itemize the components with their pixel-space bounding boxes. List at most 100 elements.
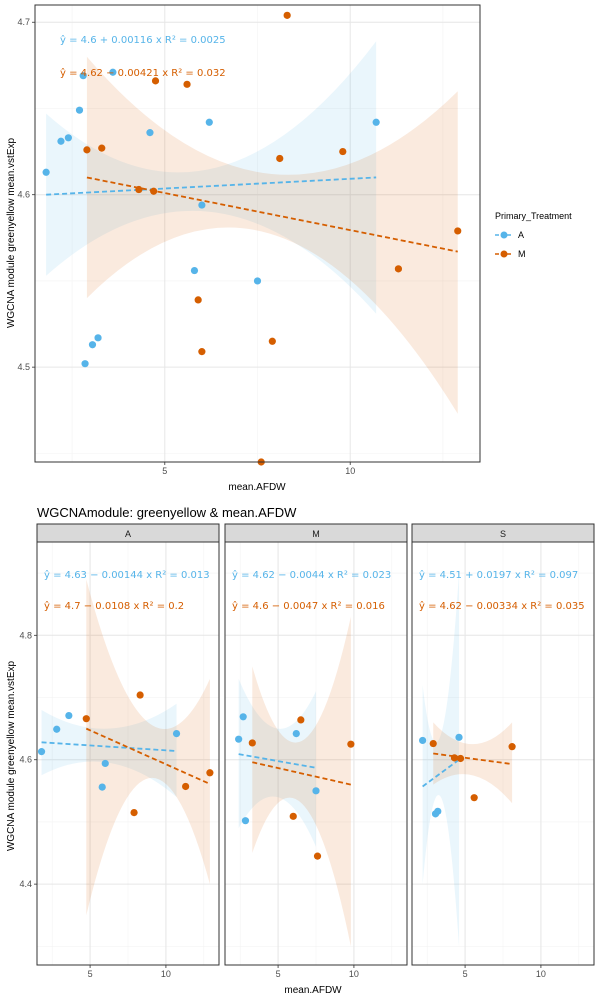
legend-item-M: M bbox=[495, 249, 526, 259]
top-point-M bbox=[83, 146, 91, 154]
facet-S-point-M bbox=[450, 754, 459, 762]
top-axis-ticks: 5 10 4.5 4.6 4.7 bbox=[17, 17, 355, 476]
top-points bbox=[42, 11, 462, 466]
bottom-x-axis-title: mean.AFDW bbox=[284, 985, 342, 996]
facet-A-x-tick-label: 5 bbox=[88, 969, 93, 979]
top-point-A bbox=[190, 266, 199, 275]
facet-S-equation-A: ŷ = 4.51 + 0.0197 x R² = 0.097 bbox=[419, 569, 578, 581]
facet-A-point-A bbox=[37, 748, 46, 756]
facet-M-point-M bbox=[297, 716, 305, 724]
facet-A-point-A bbox=[98, 783, 106, 791]
facet-M-ci-band-A bbox=[238, 678, 316, 847]
top-point-M bbox=[194, 296, 202, 304]
top-point-M bbox=[150, 187, 158, 195]
top-point-A bbox=[42, 168, 50, 176]
facet-A-equation-A: ŷ = 4.63 − 0.00144 x R² = 0.013 bbox=[44, 569, 210, 581]
legend: Primary_Treatment A M bbox=[495, 211, 572, 259]
facet-S-equation-M: ŷ = 4.62 − 0.00334 x R² = 0.035 bbox=[419, 600, 585, 612]
top-point-M bbox=[183, 80, 191, 88]
legend-point-M bbox=[500, 250, 508, 258]
top-point-A bbox=[372, 118, 380, 126]
facet-S-point-A bbox=[455, 733, 463, 741]
facet-S-ci-bands bbox=[422, 573, 513, 947]
top-point-A bbox=[109, 68, 117, 76]
top-point-A bbox=[205, 118, 213, 126]
facet-A-grid bbox=[37, 542, 219, 965]
facet-M-fit-line-A bbox=[238, 753, 317, 769]
facet-S-panel-border bbox=[411, 541, 595, 966]
facet-S-x-tick-label: 10 bbox=[536, 969, 546, 979]
facet-A-point-A bbox=[101, 759, 109, 768]
facet-A-fit-line-A bbox=[41, 741, 177, 752]
facet-S-ci-band-A bbox=[422, 573, 460, 947]
top-point-A bbox=[198, 201, 206, 209]
facet-A-point-M bbox=[130, 808, 138, 817]
facet-M-points bbox=[235, 713, 355, 860]
top-point-M bbox=[151, 77, 160, 85]
facet-A: Aŷ = 4.63 − 0.00144 x R² = 0.013 ŷ = 4.7 … bbox=[19, 523, 220, 979]
top-point-A bbox=[79, 72, 87, 80]
facet-M-x-tick-label: 5 bbox=[276, 969, 281, 979]
facet-M: Mŷ = 4.62 − 0.0044 x R² = 0.023 ŷ = 4.6 −… bbox=[224, 523, 408, 979]
facet-A-ci-bands bbox=[41, 579, 210, 916]
facet-M-point-A bbox=[292, 729, 300, 738]
top-equations: ŷ = 4.6 + 0.00116 x R² = 0.0025 ŷ = 4.62… bbox=[60, 34, 226, 79]
top-x-tick-label: 10 bbox=[345, 466, 355, 476]
facet-A-point-M bbox=[136, 691, 144, 699]
facet-A-point-A bbox=[65, 711, 73, 720]
facet-A-y-tick-label: 4.6 bbox=[19, 755, 32, 765]
top-x-axis-title: mean.AFDW bbox=[228, 482, 286, 493]
top-ci-bands bbox=[46, 41, 458, 414]
facet-M-point-A bbox=[239, 713, 247, 721]
facet-A-point-M bbox=[182, 782, 190, 791]
top-point-A bbox=[81, 360, 89, 368]
top-point-M bbox=[268, 337, 276, 345]
facet-S-fit-lines bbox=[422, 752, 513, 788]
top-point-A bbox=[146, 129, 154, 137]
facet-S-point-A bbox=[419, 736, 427, 745]
top-fit-line-A bbox=[46, 176, 377, 196]
facet-A-strip-label: A bbox=[125, 529, 131, 539]
top-y-tick-label: 4.5 bbox=[17, 362, 30, 372]
top-plot: ŷ = 4.6 + 0.00116 x R² = 0.0025 ŷ = 4.62… bbox=[6, 4, 481, 493]
facet-M-point-M bbox=[347, 740, 355, 748]
top-point-A bbox=[57, 137, 65, 145]
top-point-A bbox=[75, 106, 84, 114]
facet-M-point-A bbox=[241, 817, 250, 825]
facet-S-point-M bbox=[470, 794, 478, 802]
top-point-M bbox=[283, 11, 291, 19]
facet-A-ci-band-A bbox=[41, 703, 177, 798]
facet-S-grid bbox=[412, 542, 594, 965]
facet-M-grid bbox=[225, 542, 407, 965]
top-point-A bbox=[94, 334, 102, 342]
facet-A-equation-M: ŷ = 4.7 − 0.0108 x R² = 0.2 bbox=[44, 600, 184, 612]
facet-M-strip-label: M bbox=[312, 529, 320, 539]
top-ci-band-M bbox=[86, 56, 458, 414]
top-point-A bbox=[253, 277, 262, 285]
facet-A-ci-band-M bbox=[86, 579, 210, 916]
facet-M-x-tick-label: 10 bbox=[349, 969, 359, 979]
top-y-axis-title: WGCNA module greenyellow mean.vstExp bbox=[6, 138, 17, 329]
facet-S-strip-label: S bbox=[500, 529, 506, 539]
top-y-tick-label: 4.7 bbox=[17, 17, 30, 27]
facet-A-point-M bbox=[82, 715, 90, 723]
top-equation-M: ŷ = 4.62 − 0.00421 x R² = 0.032 bbox=[60, 67, 226, 79]
facet-A-panel-border bbox=[36, 541, 220, 966]
facet-M-fit-lines bbox=[238, 753, 352, 786]
facet-A-point-M bbox=[206, 769, 214, 777]
facet-S-point-M bbox=[508, 743, 516, 751]
bottom-y-axis-title: WGCNA module greenyellow mean.vstExp bbox=[6, 661, 17, 852]
facet-A-x-tick-label: 10 bbox=[161, 969, 171, 979]
top-fit-line-M bbox=[86, 176, 458, 253]
top-fit-lines bbox=[46, 176, 458, 253]
top-point-M bbox=[276, 154, 284, 163]
facet-S-ci-band-M bbox=[433, 722, 513, 804]
top-point-A bbox=[64, 134, 72, 142]
facet-M-equation-M: ŷ = 4.6 − 0.0047 x R² = 0.016 bbox=[232, 600, 385, 612]
facet-M-point-M bbox=[313, 852, 322, 860]
facet-A-point-A bbox=[53, 725, 61, 733]
top-point-M bbox=[394, 265, 403, 273]
top-point-M bbox=[135, 185, 143, 194]
top-panel-border bbox=[34, 4, 481, 463]
